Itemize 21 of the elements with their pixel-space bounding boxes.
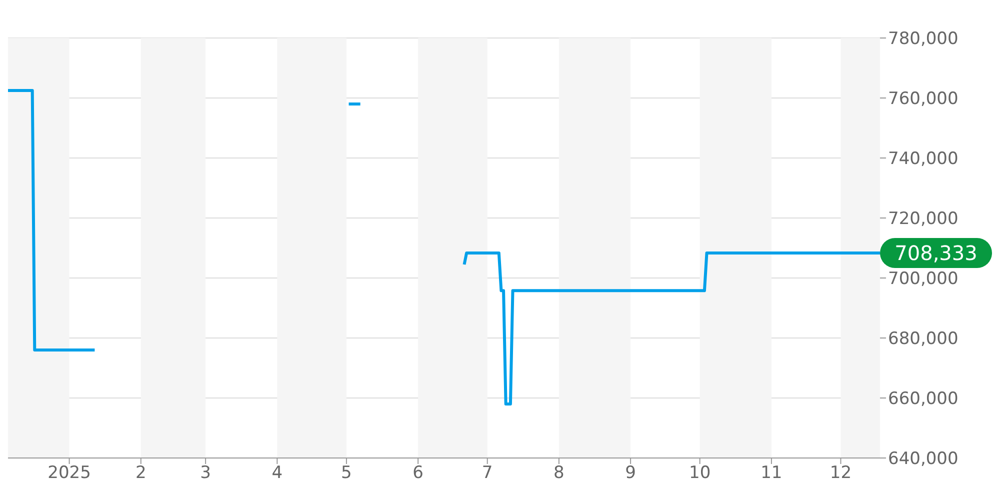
x-tick-label: 8	[554, 463, 564, 484]
y-tick-label: 740,000	[888, 149, 958, 170]
annotation: 708,333	[894, 241, 978, 265]
x-tick-label: 4	[272, 463, 283, 484]
x-tick-label: 9	[625, 463, 636, 484]
y-tick-label: 660,000	[888, 389, 958, 410]
y-tick-label: 720,000	[888, 209, 958, 230]
x-tick-label: 2	[135, 463, 146, 484]
x-tick-label: 5	[341, 463, 352, 484]
x-tick-label: 10	[689, 463, 711, 484]
y-tick-label: 760,000	[888, 89, 958, 110]
y-tick-label: 780,000	[888, 29, 958, 50]
x-tick-label: 11	[760, 463, 782, 484]
x-tick-label: 2025	[48, 463, 91, 484]
y-tick-label: 680,000	[888, 329, 958, 350]
x-tick-label: 12	[830, 463, 852, 484]
x-tick-label: 3	[200, 463, 211, 484]
x-tick-label: 7	[482, 463, 493, 484]
y-tick-label: 700,000	[888, 269, 958, 290]
x-tick-label: 6	[412, 463, 424, 484]
y-tick-label: 640,000	[888, 449, 958, 470]
